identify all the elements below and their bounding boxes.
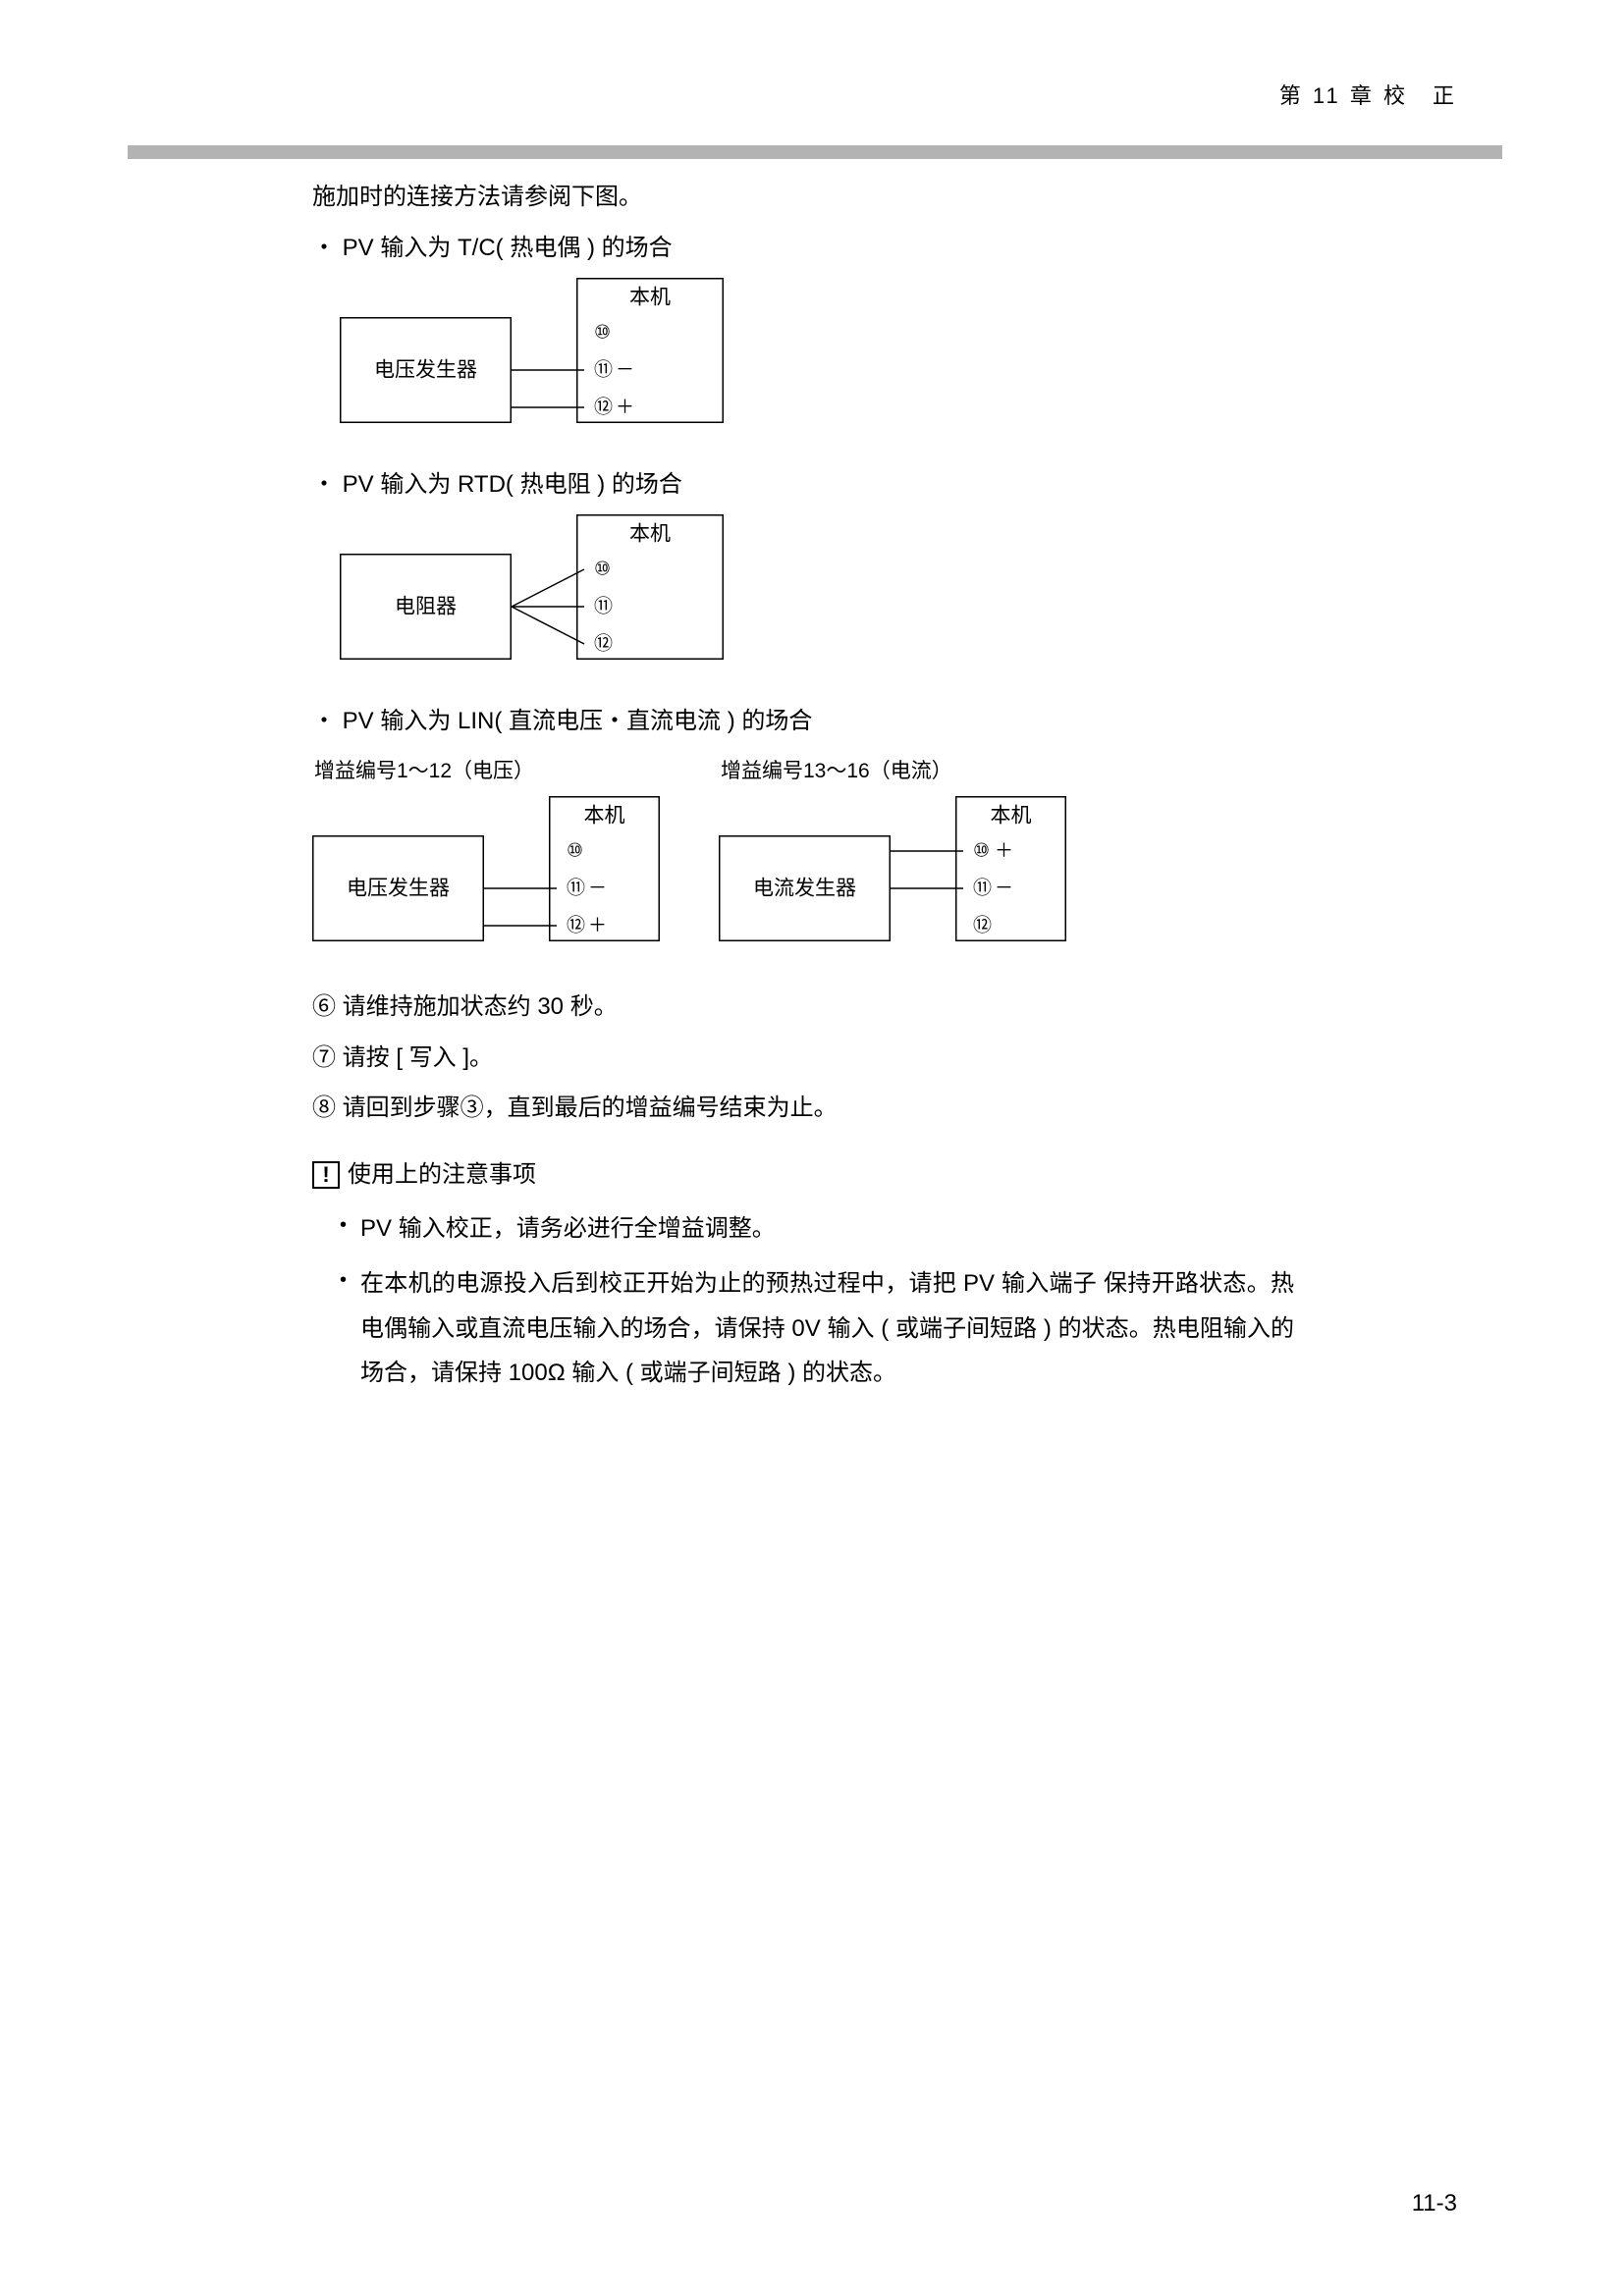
notice-item-2: • 在本机的电源投入后到校正开始为止的预热过程中，请把 PV 输入端子 保持开路…: [340, 1261, 1294, 1396]
step-8: ⑧ 请回到步骤③，直到最后的增益编号结束为止。: [312, 1086, 1294, 1131]
svg-text:电压发生器: 电压发生器: [347, 878, 450, 900]
svg-text:⑩: ⑩: [567, 841, 583, 862]
exclamation-icon: !: [312, 1161, 340, 1189]
notice-heading: ! 使用上的注意事项: [312, 1152, 1294, 1198]
svg-text:电压发生器: 电压发生器: [374, 359, 477, 382]
step-6: ⑥ 请维持施加状态约 30 秒。: [312, 985, 1294, 1030]
svg-text:－: －: [995, 879, 1013, 899]
svg-text:⑪: ⑪: [973, 878, 992, 899]
svg-text:⑪: ⑪: [594, 359, 613, 381]
step-7: ⑦ 请按 [ 写入 ]。: [312, 1036, 1294, 1081]
svg-text:⑩: ⑩: [594, 560, 611, 580]
svg-text:电流发生器: 电流发生器: [753, 878, 856, 900]
svg-text:⑫: ⑫: [973, 915, 992, 936]
bullet-dot-icon: •: [340, 1261, 347, 1396]
lin-current-column: 增益编号13～16（电流） 电流发生器 本机⑩＋⑪－⑫: [719, 752, 1076, 967]
svg-text:＋: ＋: [616, 398, 634, 418]
svg-text:⑪: ⑪: [594, 596, 613, 617]
svg-text:本机: 本机: [629, 523, 671, 546]
svg-text:⑩: ⑩: [594, 323, 611, 344]
svg-text:＋: ＋: [995, 841, 1013, 862]
svg-text:⑩: ⑩: [973, 841, 990, 862]
lin-voltage-column: 增益编号1～12（电压） 电压发生器 本机⑩ ⑪－⑫＋: [312, 752, 670, 967]
gain-voltage-label: 增益编号1～12（电压）: [314, 752, 670, 791]
case-rtd-label: ・ PV 输入为 RTD( 热电阻 ) 的场合: [312, 462, 1294, 507]
lin-diagrams-row: 增益编号1～12（电压） 电压发生器本机⑩⑪－⑫＋ 增益编号13～16（电流） …: [312, 752, 1294, 967]
chapter-header: 第 11 章 校 正: [1279, 79, 1457, 110]
page: 第 11 章 校 正 施加时的连接方法请参阅下图。 ・ PV 输入为 T/C( …: [0, 0, 1624, 2296]
notice-text-2: 在本机的电源投入后到校正开始为止的预热过程中，请把 PV 输入端子 保持开路状态…: [360, 1261, 1294, 1396]
svg-text:⑪: ⑪: [567, 878, 585, 899]
svg-text:本机: 本机: [991, 805, 1032, 828]
svg-text:本机: 本机: [629, 287, 671, 309]
notice-item-1: • PV 输入校正，请务必进行全增益调整。: [340, 1206, 1294, 1252]
svg-text:本机: 本机: [584, 805, 625, 828]
svg-text:＋: ＋: [588, 916, 607, 936]
svg-text:⑫: ⑫: [594, 397, 613, 418]
svg-text:－: －: [588, 879, 607, 899]
bullet-dot-icon: •: [340, 1206, 347, 1252]
case-tc-label: ・ PV 输入为 T/C( 热电偶 ) 的场合: [312, 226, 1294, 271]
svg-text:⑫: ⑫: [567, 915, 585, 936]
notice-title: 使用上的注意事项: [348, 1152, 536, 1198]
gain-current-label: 增益编号13～16（电流）: [721, 752, 1076, 791]
diagram-tc: 电压发生器 本机 ⑩ ⑪－⑫＋: [340, 278, 1294, 449]
svg-text:⑫: ⑫: [594, 633, 613, 655]
svg-text:－: －: [616, 360, 634, 381]
notice-text-1: PV 输入校正，请务必进行全增益调整。: [360, 1206, 1294, 1252]
header-divider: [128, 145, 1502, 159]
notice-list: • PV 输入校正，请务必进行全增益调整。 • 在本机的电源投入后到校正开始为止…: [312, 1206, 1294, 1395]
diagram-lin-current: 电流发生器 本机⑩＋⑪－⑫: [719, 796, 1076, 967]
diagram-lin-voltage: 电压发生器 本机⑩ ⑪－⑫＋: [312, 796, 670, 967]
main-content: 施加时的连接方法请参阅下图。 ・ PV 输入为 T/C( 热电偶 ) 的场合 电…: [312, 175, 1294, 1396]
page-number: 11-3: [1412, 2190, 1457, 2217]
intro-text: 施加时的连接方法请参阅下图。: [312, 175, 1294, 220]
diagram-rtd: 电阻器 本机 ⑩ ⑪ ⑫: [340, 514, 1294, 685]
case-lin-label: ・ PV 输入为 LIN( 直流电压・直流电流 ) 的场合: [312, 699, 1294, 744]
svg-text:电阻器: 电阻器: [395, 596, 457, 618]
